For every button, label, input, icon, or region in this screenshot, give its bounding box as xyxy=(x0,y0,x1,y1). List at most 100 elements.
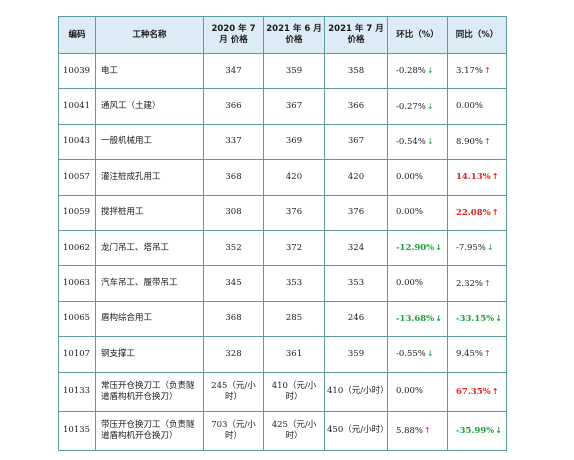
cell-yoy: 3.17%↑ xyxy=(447,52,507,90)
cell-price-2021-7: 324 xyxy=(324,229,388,267)
cell-code: 10133 xyxy=(58,371,96,412)
cell-mom: -0.54%↓ xyxy=(387,123,448,161)
header-mom: 环比（%） xyxy=(387,16,448,54)
yoy-value: 2.32% xyxy=(456,278,484,289)
table-row: 10062 龙门吊工、塔吊工 352 372 324 -12.90%↓ -7.95%↓ xyxy=(58,229,507,267)
cell-price-2020-7: 352 xyxy=(203,229,264,267)
table-row: 10043 一般机械用工 337 369 367 -0.54%↓ 8.90%↑ xyxy=(58,123,507,161)
cell-name: 一般机械用工 xyxy=(95,123,204,161)
yoy-value: -7.95% xyxy=(456,243,486,254)
cell-code: 10039 xyxy=(58,52,96,90)
cell-yoy: 8.90%↑ xyxy=(447,123,507,161)
cell-yoy: -33.15%↓ xyxy=(447,300,507,338)
cell-mom: 0.00% xyxy=(387,265,448,302)
mom-value: -13.68% xyxy=(396,313,435,324)
arrow-up-icon: ↑ xyxy=(484,278,491,288)
cell-price-2020-7: 703（元/小时） xyxy=(203,410,264,451)
cell-mom: 0.00% xyxy=(387,194,448,231)
header-2021-7: 2021 年 7 月 价格 xyxy=(324,16,388,54)
cell-price-2021-7: 450（元/小时） xyxy=(324,410,388,451)
arrow-up-icon: ↑ xyxy=(491,172,499,182)
cell-price-2020-7: 308 xyxy=(203,194,264,231)
cell-price-2021-7: 410（元/小时） xyxy=(324,371,388,412)
cell-price-2021-6: 285 xyxy=(263,300,325,338)
arrow-down-icon: ↓ xyxy=(486,243,494,253)
arrow-up-icon: ↑ xyxy=(484,136,491,146)
cell-price-2021-6: 369 xyxy=(263,123,325,161)
cell-price-2021-7: 359 xyxy=(324,336,388,373)
cell-code: 10065 xyxy=(58,300,96,338)
mom-value: 0.00% xyxy=(396,278,424,289)
cell-mom: -0.28%↓ xyxy=(387,52,448,90)
header-name: 工种名称 xyxy=(95,16,204,54)
cell-mom: -12.90%↓ xyxy=(387,229,448,267)
cell-mom: -0.27%↓ xyxy=(387,88,448,125)
mom-value: -0.27% xyxy=(396,101,426,112)
cell-price-2021-7: 246 xyxy=(324,300,388,338)
yoy-value: 8.90% xyxy=(456,136,484,147)
arrow-down-icon: ↓ xyxy=(435,243,442,253)
table-row: 10133 常压开仓换刀工（负责隧道盾构机开仓换刀） 245（元/小时） 410（元/… xyxy=(58,371,507,412)
arrow-down-icon: ↓ xyxy=(426,101,434,111)
arrow-up-icon: ↑ xyxy=(484,349,491,359)
yoy-value: 22.08% xyxy=(456,207,491,218)
yoy-value: 14.13% xyxy=(456,172,491,183)
yoy-value: 67.35% xyxy=(456,386,491,397)
cell-code: 10057 xyxy=(58,159,96,196)
cell-name: 汽车吊工、履带吊工 xyxy=(95,265,204,302)
cell-code: 10063 xyxy=(58,265,96,302)
cell-yoy: -35.99%↓ xyxy=(447,410,507,451)
arrow-up-icon: ↑ xyxy=(491,386,499,396)
cell-mom: 0.00% xyxy=(387,159,448,196)
yoy-value: 0.00% xyxy=(456,101,484,112)
header-code: 编码 xyxy=(58,16,96,54)
arrow-up-icon: ↑ xyxy=(424,425,431,435)
cell-yoy: 67.35%↑ xyxy=(447,371,507,412)
cell-mom: -0.55%↓ xyxy=(387,336,448,373)
mom-value: -0.55% xyxy=(396,349,426,360)
cell-price-2021-6: 367 xyxy=(263,88,325,125)
cell-mom: 5.88%↑ xyxy=(387,410,448,451)
cell-price-2021-7: 376 xyxy=(324,194,388,231)
cell-price-2021-6: 425（元/小时） xyxy=(263,410,325,451)
cell-price-2021-6: 420 xyxy=(263,159,325,196)
cell-name: 搅拌桩用工 xyxy=(95,194,204,231)
mom-value: -12.90% xyxy=(396,243,435,254)
header-yoy: 同比（%） xyxy=(447,16,507,54)
yoy-value: -35.99% xyxy=(456,425,495,436)
cell-name: 电工 xyxy=(95,52,204,90)
cell-price-2020-7: 366 xyxy=(203,88,264,125)
cell-name: 盾构综合用工 xyxy=(95,300,204,338)
arrow-down-icon: ↓ xyxy=(426,66,434,76)
cell-price-2021-7: 367 xyxy=(324,123,388,161)
cell-code: 10107 xyxy=(58,336,96,373)
cell-price-2021-6: 372 xyxy=(263,229,325,267)
arrow-down-icon: ↓ xyxy=(495,425,502,435)
labor-price-table: 编码 工种名称 2020 年 7 月 价格 2021 年 6 月 价格 2021… xyxy=(58,16,507,451)
table-row: 10059 搅拌桩用工 308 376 376 0.00% 22.08%↑ xyxy=(58,194,507,231)
yoy-value: -33.15% xyxy=(456,313,495,324)
cell-name: 灌注桩成孔用工 xyxy=(95,159,204,196)
cell-price-2020-7: 328 xyxy=(203,336,264,373)
yoy-value: 9.45% xyxy=(456,349,484,360)
cell-price-2021-6: 376 xyxy=(263,194,325,231)
mom-value: 0.00% xyxy=(396,386,424,397)
table-body: 10039 电工 347 359 358 -0.28%↓ 3.17%↑ 10041 通风工（土建… xyxy=(58,52,507,451)
cell-price-2020-7: 368 xyxy=(203,300,264,338)
cell-price-2021-7: 366 xyxy=(324,88,388,125)
header-row: 编码 工种名称 2020 年 7 月 价格 2021 年 6 月 价格 2021… xyxy=(58,16,507,54)
cell-code: 10043 xyxy=(58,123,96,161)
cell-name: 龙门吊工、塔吊工 xyxy=(95,229,204,267)
mom-value: -0.28% xyxy=(396,66,426,77)
cell-mom: -13.68%↓ xyxy=(387,300,448,338)
cell-yoy: -7.95%↓ xyxy=(447,229,507,267)
mom-value: -0.54% xyxy=(396,136,426,147)
arrow-up-icon: ↑ xyxy=(491,207,499,217)
cell-yoy: 2.32%↑ xyxy=(447,265,507,302)
header-2021-6: 2021 年 6 月 价格 xyxy=(263,16,325,54)
mom-value: 0.00% xyxy=(396,171,424,182)
cell-yoy: 14.13%↑ xyxy=(447,159,507,196)
cell-mom: 0.00% xyxy=(387,371,448,412)
arrow-down-icon: ↓ xyxy=(426,136,434,146)
cell-price-2021-6: 353 xyxy=(263,265,325,302)
